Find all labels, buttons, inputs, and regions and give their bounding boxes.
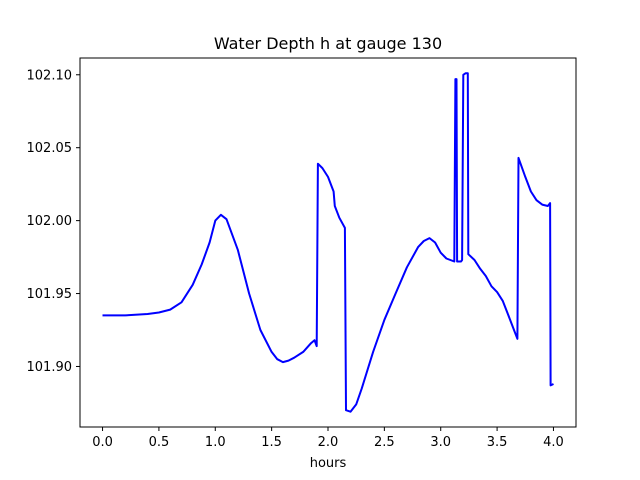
- x-axis-label: hours: [310, 456, 347, 471]
- x-tick-label: 3.5: [487, 435, 508, 450]
- y-axis-ticks: 101.90 101.95 102.00 102.05 102.10: [27, 68, 80, 375]
- plot-area: [102, 72, 554, 413]
- x-tick-label: 2.0: [318, 435, 339, 450]
- x-tick-label: 2.5: [374, 435, 395, 450]
- y-tick-label: 102.05: [27, 141, 73, 156]
- y-tick-label: 101.95: [27, 287, 73, 302]
- y-tick-label: 101.90: [27, 360, 73, 375]
- series-line-0: [102, 72, 554, 413]
- x-tick-label: 1.5: [261, 435, 282, 450]
- x-tick-label: 4.0: [543, 435, 564, 450]
- x-axis-ticks: 0.0 0.5 1.0 1.5 2.0 2.5 3.0 3.5 4.0: [92, 427, 564, 450]
- y-tick-label: 102.10: [27, 68, 73, 83]
- x-tick-label: 0.5: [149, 435, 170, 450]
- chart-title: Water Depth h at gauge 130: [214, 34, 442, 53]
- y-tick-label: 102.00: [27, 214, 73, 229]
- x-tick-label: 0.0: [92, 435, 113, 450]
- x-tick-label: 1.0: [205, 435, 226, 450]
- axes-frame: [79, 57, 577, 428]
- x-tick-label: 3.0: [430, 435, 451, 450]
